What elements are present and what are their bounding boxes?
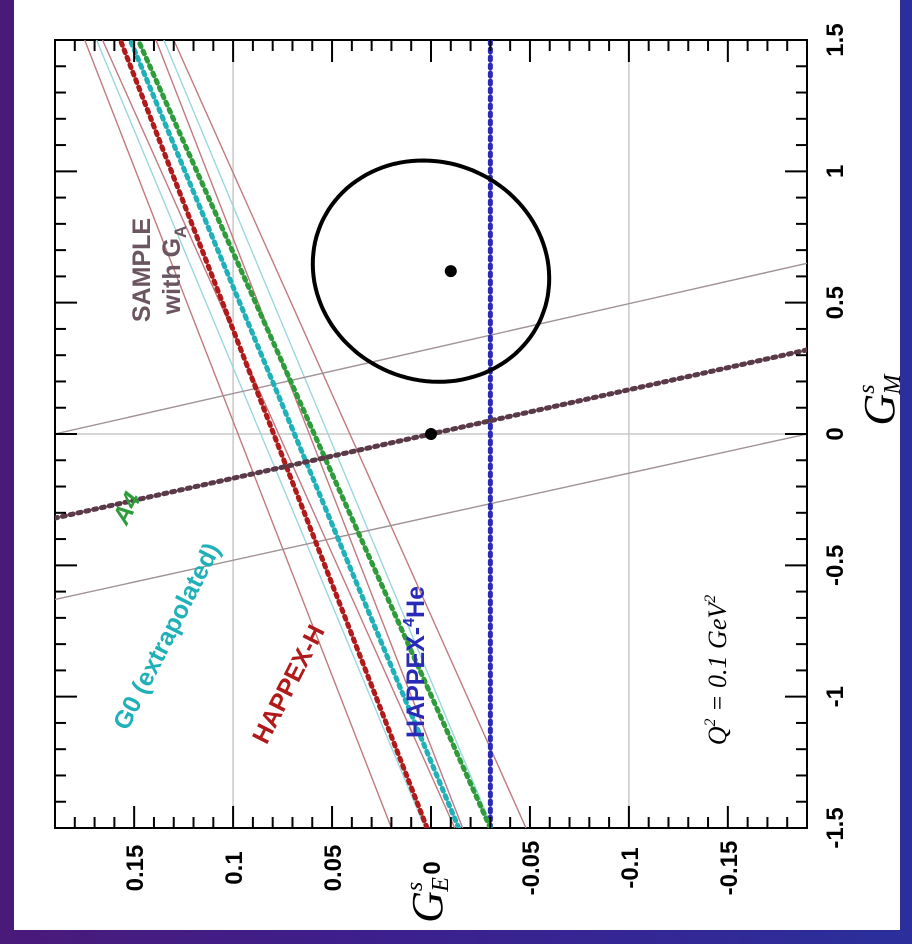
y-tick-label: -0.15	[716, 841, 743, 896]
x-tick-label: 1.5	[822, 23, 849, 56]
band-line-a4-1	[101, 40, 456, 828]
x-tick-label: 0	[822, 427, 849, 440]
x-tick-label: -1	[822, 686, 849, 707]
y-tick-label: -0.05	[518, 841, 545, 896]
x-tick-label: -1.5	[822, 807, 849, 848]
chart-frame: -1.5 -1 -0.5 0 0.5 1 1.5 0.15 0.1 0.05 0 -0.05 -0.1 -…	[14, 0, 900, 930]
ellipse-contour	[310, 158, 552, 384]
band-line-a4-0	[173, 40, 527, 828]
band-line-sample-0	[55, 262, 807, 435]
y-tick-label: 0	[419, 861, 446, 874]
x-tick-label: -0.5	[822, 545, 849, 586]
q2-annotation: Q2 = 0.1 GeV2	[702, 595, 732, 746]
band-line-happex-h-0	[155, 40, 464, 828]
label-sample-line2: with GA	[158, 226, 190, 316]
label-sample-line1: SAMPLE	[128, 218, 156, 322]
y-tick-label: 0.05	[320, 845, 347, 892]
band-line-sample-1	[55, 433, 807, 601]
y-tick-label: 0.1	[221, 851, 248, 884]
x-axis-title: GsM	[854, 372, 900, 425]
band-line-g0-0	[163, 40, 493, 828]
chart: -1.5 -1 -0.5 0 0.5 1 1.5 0.15 0.1 0.05 0 -0.05 -0.1 -…	[54, 23, 900, 923]
y-tick-label: 0.15	[122, 845, 149, 892]
band-line-g0-1	[95, 40, 426, 828]
central-line-a4	[135, 40, 493, 828]
y-tick-label: -0.1	[617, 847, 644, 888]
central-line-happex-h	[117, 40, 430, 828]
data-point-0	[425, 428, 437, 440]
central-line-g0	[127, 40, 462, 828]
x-tick-label: 0.5	[822, 286, 849, 319]
y-axis-title: GsE	[402, 877, 454, 923]
label-happex-he: HAPPEX-4He	[401, 586, 430, 738]
band-line-happex-h-1	[84, 40, 393, 828]
x-tick-label: 1	[822, 165, 849, 178]
data-point-1	[444, 265, 457, 278]
